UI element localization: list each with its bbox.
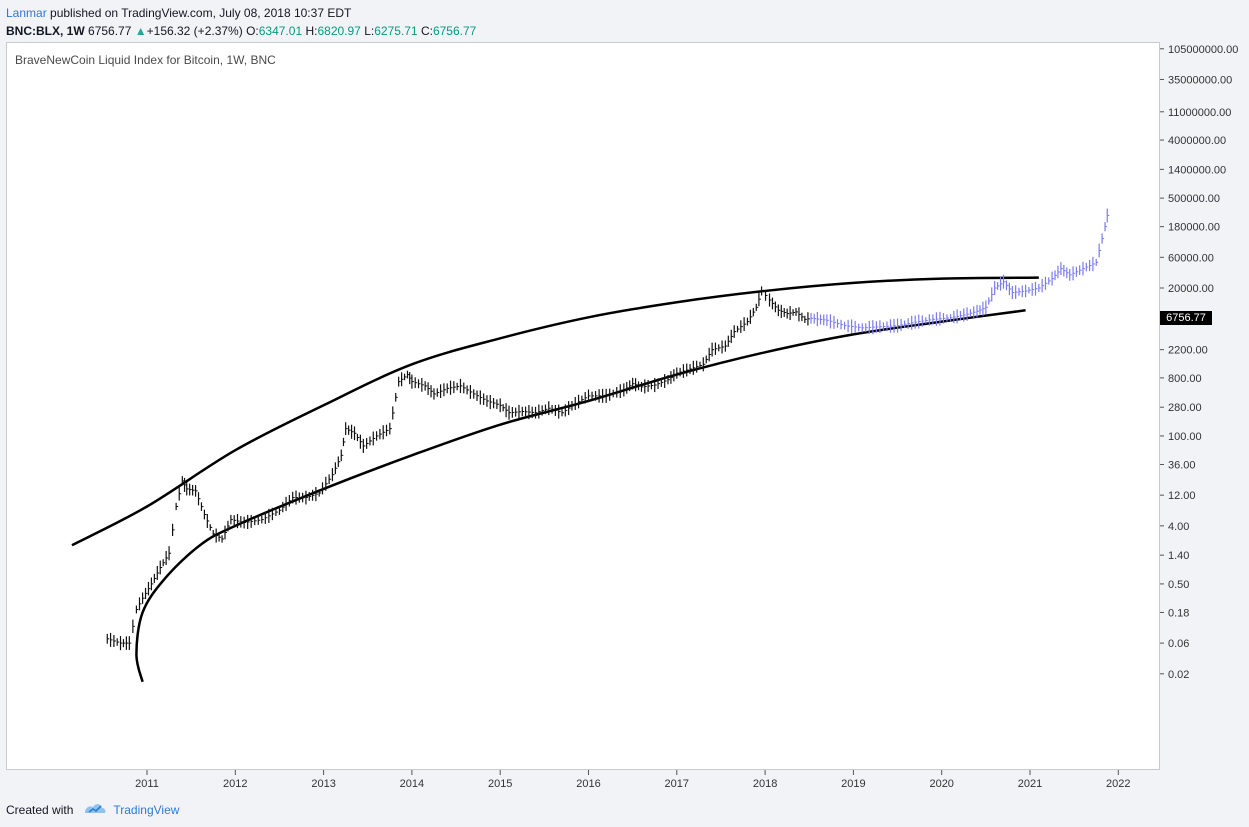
y-tick-label: 36.00 <box>1168 459 1196 471</box>
x-tick-label: 2022 <box>1106 778 1130 790</box>
y-tick-label: 4000000.00 <box>1168 135 1226 147</box>
y-axis: 105000000.00 35000000.00 11000000.00 400000… <box>1160 44 1238 681</box>
ohlc-line: BNC:BLX, 1W 6756.77 ▲+156.32 (+2.37%) O:… <box>6 22 476 40</box>
y-tick-label: 0.18 <box>1168 607 1189 619</box>
close-label: C: <box>420 24 433 38</box>
open-label: O: <box>246 24 259 38</box>
channel-curves <box>71 276 1039 683</box>
y-tick-label: 1400000.00 <box>1168 164 1226 176</box>
upper-channel-curve <box>71 276 1039 547</box>
publish-line: Lanmar published on TradingView.com, Jul… <box>6 4 476 22</box>
y-tick-label: 11000000.00 <box>1168 107 1231 119</box>
y-tick-label: 2200.00 <box>1168 345 1208 357</box>
y-tick-label: 0.02 <box>1168 669 1189 681</box>
x-tick-label: 2016 <box>576 778 600 790</box>
y-tick-label: 800.00 <box>1168 373 1202 385</box>
y-tick-label: 180000.00 <box>1168 222 1220 234</box>
price-series <box>106 208 1110 651</box>
last-price-tag: 6756.77 <box>1160 311 1212 326</box>
x-tick-label: 2017 <box>665 778 689 790</box>
y-tick-label: 0.50 <box>1168 579 1189 591</box>
lower-channel-curve <box>135 309 1026 683</box>
x-axis: 2011 2012 2013 2014 2015 2016 2017 2018 2019 2020… <box>135 770 1131 790</box>
last-price: 6756.77 <box>88 24 132 38</box>
price-change: +156.32 (+2.37%) <box>146 24 243 38</box>
chart-area[interactable] <box>6 42 1160 770</box>
y-tick-label: 4.00 <box>1168 521 1189 533</box>
y-tick-label: 500000.00 <box>1168 193 1220 205</box>
tradingview-link[interactable]: TradingView <box>113 802 180 817</box>
y-tick-label: 1.40 <box>1168 550 1189 562</box>
x-tick-label: 2013 <box>311 778 335 790</box>
x-tick-label: 2012 <box>223 778 247 790</box>
publish-info: published on TradingView.com, July 08, 2… <box>46 6 352 20</box>
y-tick-label: 12.00 <box>1168 490 1196 502</box>
y-tick-label: 280.00 <box>1168 402 1202 414</box>
x-tick-label: 2021 <box>1018 778 1042 790</box>
close-value: 6756.77 <box>432 24 477 38</box>
up-arrow-icon: ▲ <box>134 24 147 38</box>
chart-title: BraveNewCoin Liquid Index for Bitcoin, 1… <box>15 53 276 67</box>
created-with-label: Created with <box>6 802 74 817</box>
y-tick-label: 105000000.00 <box>1168 44 1238 56</box>
x-tick-label: 2015 <box>488 778 512 790</box>
open-value: 6347.01 <box>258 24 303 38</box>
low-value: 6275.71 <box>374 24 418 38</box>
author-link[interactable]: Lanmar <box>6 6 47 20</box>
x-tick-label: 2020 <box>929 778 953 790</box>
symbol-label: BNC:BLX, 1W <box>6 24 85 38</box>
x-tick-label: 2019 <box>841 778 865 790</box>
x-tick-label: 2018 <box>753 778 777 790</box>
y-tick-label: 0.06 <box>1168 638 1189 650</box>
y-tick-label: 20000.00 <box>1168 283 1214 295</box>
high-value: 6820.97 <box>317 24 361 38</box>
y-tick-label: 35000000.00 <box>1168 74 1232 86</box>
header: Lanmar published on TradingView.com, Jul… <box>6 4 476 40</box>
tradingview-logo-icon[interactable] <box>83 801 107 818</box>
x-tick-label: 2011 <box>135 778 159 790</box>
x-tick-label: 2014 <box>400 778 424 790</box>
footer: Created with TradingView <box>6 801 179 818</box>
high-label: H: <box>305 24 318 38</box>
low-label: L: <box>364 24 375 38</box>
y-tick-label: 60000.00 <box>1168 252 1214 264</box>
y-tick-label: 100.00 <box>1168 431 1202 443</box>
